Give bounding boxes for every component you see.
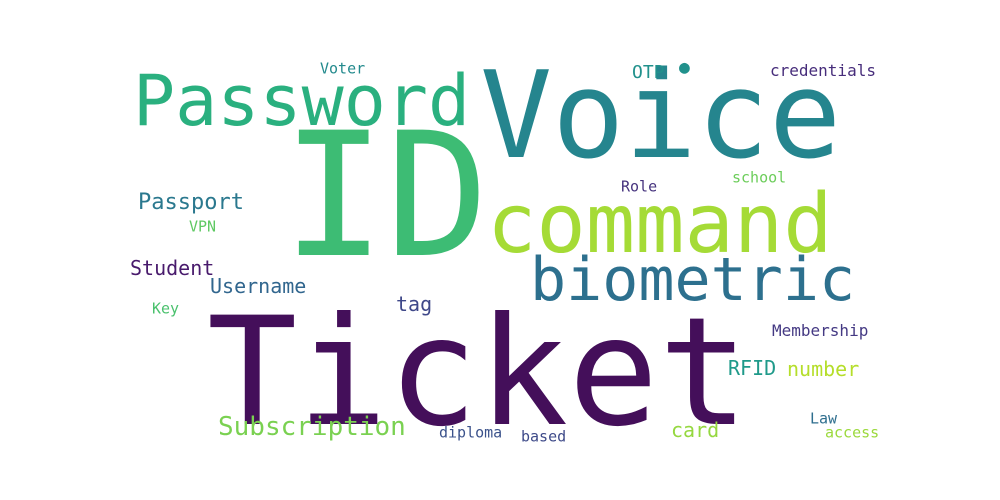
word-credentials: credentials [770,61,876,80]
word-access: access [825,423,880,442]
word-card: card [671,418,720,442]
word-username: Username [210,274,307,298]
word-vpn: VPN [189,217,217,236]
word-tag: tag [396,292,433,316]
word-rfid: RFID [728,356,777,380]
word-voter: Voter [320,59,366,78]
word-based: based [521,427,567,446]
word-role: Role [621,177,658,196]
word-voice: Voice [480,47,842,186]
word-id: ID [282,95,490,296]
word-otp: OTP [632,62,665,83]
word-student: Student [130,256,215,280]
word-biometric: biometric [530,245,856,315]
word-ticket: Ticket [207,286,749,460]
word-key: Key [152,299,180,318]
word-password: Password [133,60,471,142]
word-number: number [787,357,860,381]
word-command: command [487,177,833,272]
word-subscription: Subscription [218,412,406,442]
word-diploma: diploma [439,423,503,442]
word-law: Law [810,409,838,428]
word-school: school [732,168,787,187]
word-membership: Membership [772,321,869,340]
dot-glyph: ● [679,57,690,78]
word-passport: Passport [138,190,244,215]
